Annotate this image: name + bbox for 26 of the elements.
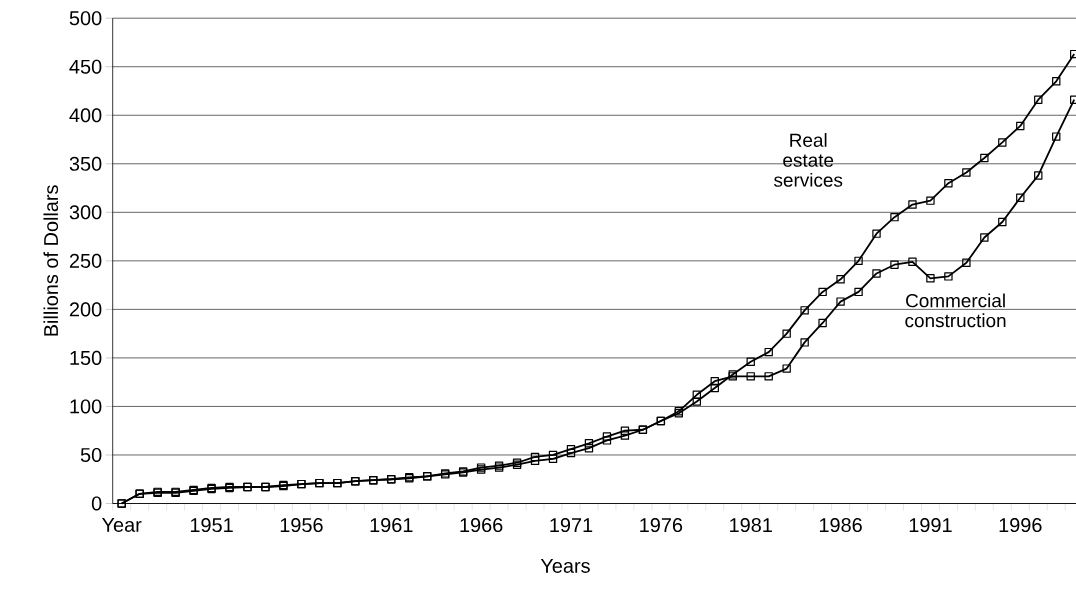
x-tick-label: 1996: [999, 518, 1042, 533]
x-tick-label: 1986: [819, 518, 862, 533]
y-tick-label: 0: [91, 496, 102, 511]
y-tick-label: 100: [70, 399, 102, 414]
text: Real estate services: [774, 133, 843, 187]
y-tick-label: 500: [69, 11, 102, 26]
x-axis-title: Years: [540, 559, 590, 573]
y-tick-label: 50: [80, 447, 102, 463]
x-tick-label: 1991: [909, 518, 952, 533]
y-tick-label: 450: [69, 59, 102, 74]
y-axis-title: Billions of Dollars: [43, 185, 59, 336]
x-tick-label: 1951: [190, 518, 233, 533]
x-tick-label: 1976: [640, 518, 683, 533]
y-tick-label: 300: [69, 205, 102, 220]
x-tick-label: 1981: [730, 518, 772, 533]
x-tick-label: 1961: [370, 518, 413, 533]
y-tick-label: 150: [70, 350, 102, 365]
x-tick-label: 1971: [550, 518, 593, 533]
y-tick-label: 350: [69, 156, 102, 171]
x-tick-label: 1956: [280, 518, 323, 533]
series-label: Commercial construction: [905, 293, 1006, 328]
y-tick-label: 250: [69, 253, 102, 268]
x-tick-label: Year: [101, 518, 142, 532]
y-tick-label: 400: [69, 108, 102, 123]
y-tick-label: 200: [69, 302, 102, 317]
x-tick-label: 1966: [460, 518, 503, 533]
